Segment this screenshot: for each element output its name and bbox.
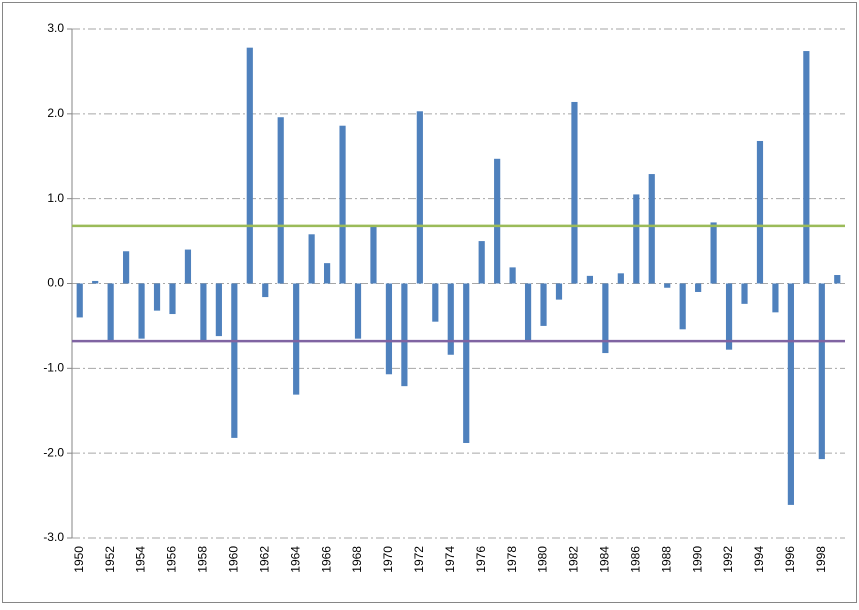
bar: [323, 263, 331, 284]
bar: [741, 283, 748, 304]
bar: [756, 140, 764, 284]
x-tick-label: 1978: [505, 546, 519, 573]
x-tick-label: 1956: [165, 546, 179, 573]
bar: [92, 280, 99, 284]
x-tick-label: 1990: [690, 546, 704, 573]
bar: [123, 251, 130, 284]
bar: [540, 283, 547, 326]
y-tick-label: 1.0: [47, 191, 64, 205]
bar: [416, 111, 423, 284]
bar: [555, 283, 563, 300]
bar: [803, 51, 810, 284]
x-tick-label: 1954: [134, 546, 148, 573]
bar: [571, 101, 578, 284]
x-tick-label: 1970: [381, 546, 395, 573]
bar: [138, 283, 145, 339]
bar: [818, 283, 825, 460]
bar: [107, 283, 114, 342]
x-tick-label: 1998: [814, 546, 828, 573]
x-tick-label: 1972: [412, 546, 426, 573]
bar: [262, 283, 269, 298]
bar: [246, 47, 253, 284]
y-tick-label: -2.0: [43, 445, 64, 459]
bar: [385, 283, 393, 375]
x-tick-label: 1976: [474, 546, 488, 573]
bar: [215, 283, 222, 337]
bar: [787, 283, 794, 505]
bar: [447, 283, 454, 355]
bar: [633, 194, 640, 284]
bar: [617, 273, 624, 284]
bar: [76, 283, 83, 318]
bar: [834, 275, 841, 284]
y-tick-label: 3.0: [47, 21, 64, 35]
bar: [401, 283, 408, 387]
bar: [339, 125, 346, 284]
x-tick-label: 1950: [72, 546, 86, 573]
bar: [354, 283, 362, 339]
bar: [648, 174, 655, 284]
y-tick-label: -3.0: [43, 530, 64, 544]
bar: [664, 283, 671, 288]
x-tick-label: 1958: [196, 546, 210, 573]
y-tick-label: 0.0: [47, 276, 64, 290]
x-tick-label: 1960: [227, 546, 241, 573]
x-tick-label: 1952: [103, 546, 117, 573]
bar: [370, 225, 377, 284]
bar: [184, 249, 192, 284]
bar: [524, 283, 532, 342]
bar: [231, 283, 238, 438]
y-tick-label: 2.0: [47, 106, 64, 120]
bar: [432, 283, 439, 322]
x-tick-label: 1964: [288, 546, 302, 573]
x-tick-label: 1994: [752, 546, 766, 573]
bar: [695, 283, 702, 292]
x-tick-label: 1992: [721, 546, 735, 573]
x-tick-label: 1988: [659, 546, 673, 573]
bar: [586, 275, 594, 284]
x-tick-label: 1986: [628, 546, 642, 573]
bar: [169, 283, 176, 315]
x-tick-label: 1984: [598, 546, 612, 573]
bar: [308, 234, 315, 284]
bar: [153, 283, 161, 311]
x-tick-label: 1980: [536, 546, 550, 573]
bar: [478, 241, 485, 284]
x-tick-label: 1982: [567, 546, 581, 573]
x-tick-label: 1966: [319, 546, 333, 573]
x-tick-label: 1974: [443, 546, 457, 573]
bar: [293, 283, 300, 395]
x-tick-label: 1968: [350, 546, 364, 573]
bar: [710, 222, 717, 284]
bar: [463, 283, 470, 443]
y-tick-label: -1.0: [43, 361, 64, 375]
bar: [725, 283, 733, 350]
bar: [509, 267, 516, 284]
bar: [772, 283, 779, 313]
bar: [679, 283, 686, 330]
x-tick-label: 1996: [783, 546, 797, 573]
x-tick-label: 1962: [257, 546, 271, 573]
bar: [494, 158, 501, 284]
bar: [602, 283, 609, 354]
bar: [200, 283, 207, 342]
bar: [277, 117, 284, 284]
